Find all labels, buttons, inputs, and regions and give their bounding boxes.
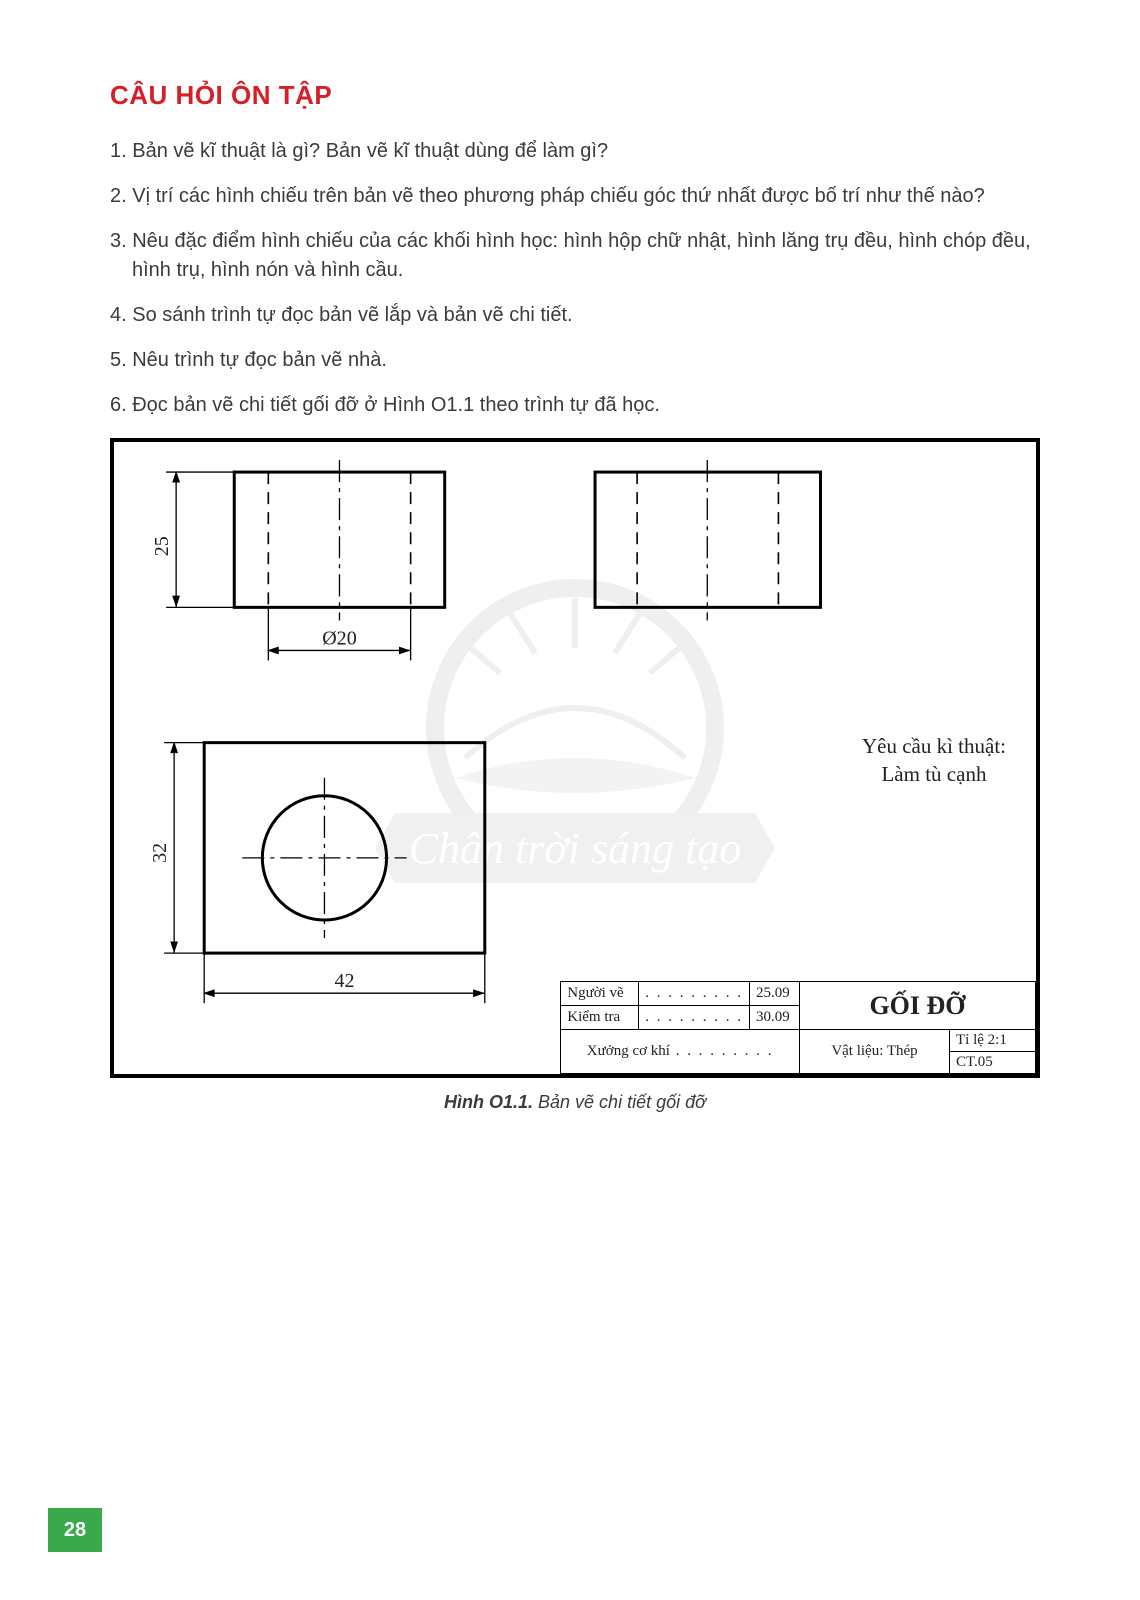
question-list: 1. Bản vẽ kĩ thuật là gì? Bản vẽ kĩ thuậ… [110,137,1040,420]
tb-cell: Xưởng cơ khí . . . . . . . . . [561,1030,800,1074]
figure-caption: Hình O1.1. Bản vẽ chi tiết gối đỡ [110,1092,1040,1113]
tb-cell: Vật liệu: Thép [800,1030,950,1074]
tb-cell: CT.05 [950,1052,1036,1074]
page-number: 28 [48,1508,102,1552]
technical-requirement: Yêu cầu kì thuật: Làm tù cạnh [862,732,1006,789]
svg-text:Ø20: Ø20 [322,627,357,649]
caption-text: Bản vẽ chi tiết gối đỡ [533,1092,706,1112]
req-line2: Làm tù cạnh [862,760,1006,788]
tb-cell: 25.09 [750,982,800,1006]
question-item: 6. Đọc bản vẽ chi tiết gối đỡ ở Hình O1.… [110,391,1040,420]
question-item: 5. Nêu trình tự đọc bản vẽ nhà. [110,346,1040,375]
tb-cell: 30.09 [750,1006,800,1030]
tb-main-title: GỐI ĐỠ [800,982,1036,1030]
question-item: 3. Nêu đặc điểm hình chiếu của các khối … [110,227,1040,285]
tb-cell: Người vẽ [561,982,639,1006]
question-item: 4. So sánh trình tự đọc bản vẽ lắp và bả… [110,301,1040,330]
tb-cell: Tỉ lệ 2:1 [950,1030,1036,1052]
caption-label: Hình O1.1. [444,1092,533,1112]
technical-drawing-frame: Chân trời sáng tạo [110,438,1040,1078]
svg-text:25: 25 [151,536,173,556]
tb-cell: . . . . . . . . . [639,982,750,1006]
svg-text:32: 32 [149,843,171,863]
req-line1: Yêu cầu kì thuật: [862,732,1006,760]
section-heading: CÂU HỎI ÔN TẬP [110,80,1040,111]
tb-cell: Kiểm tra [561,1006,639,1030]
question-item: 1. Bản vẽ kĩ thuật là gì? Bản vẽ kĩ thuậ… [110,137,1040,166]
tb-cell: . . . . . . . . . [639,1006,750,1030]
question-item: 2. Vị trí các hình chiếu trên bản vẽ the… [110,182,1040,211]
svg-text:42: 42 [334,970,354,992]
title-block: Người vẽ . . . . . . . . . 25.09 GỐI ĐỠ … [560,981,1036,1074]
